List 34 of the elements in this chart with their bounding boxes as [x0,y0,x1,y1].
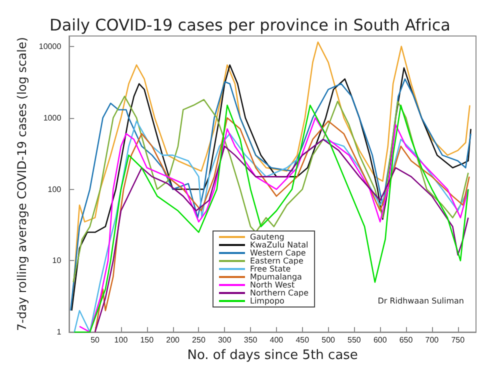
line-series [72,96,469,283]
y-tick-label: 1 [56,328,62,337]
x-tick-label: 100 [114,336,128,345]
y-tick-label: 1000 [43,113,62,122]
legend-label: KwaZulu Natal [250,240,308,250]
x-tick-label: 400 [270,336,284,345]
x-tick-label: 50 [90,336,100,345]
legend-label: Mpumalanga [250,272,302,282]
x-tick-label: 350 [244,336,258,345]
legend-label: Northern Cape [250,288,309,298]
x-tick-label: 500 [322,336,336,345]
x-tick-label: 550 [348,336,362,345]
x-tick-label: 700 [425,336,440,345]
x-tick-label: 300 [218,336,232,345]
legend-label: Limpopo [250,296,285,306]
legend-label: North West [250,280,295,290]
x-tick-label: 200 [166,336,180,345]
legend-label: Gauteng [250,232,284,242]
y-tick-label: 10 [52,256,62,266]
y-tick-label: 100 [48,184,62,194]
annotation: Dr Ridhwaan Suliman [378,296,464,306]
y-tick-label: 10000 [38,42,62,51]
y-axis-title: 7-day rolling average COVID-19 cases (log scale) [15,37,29,332]
legend-label: Free State [250,264,291,274]
x-tick-label: 650 [399,336,414,345]
legend-label: Eastern Cape [250,256,304,266]
x-axis-title: No. of days since 5th case [187,348,358,363]
legend-label: Western Cape [250,248,306,258]
x-tick-label: 600 [373,336,388,345]
x-tick-label: 150 [140,336,154,345]
x-tick-label: 750 [451,336,466,345]
x-tick-label: 450 [296,336,310,345]
x-tick-label: 250 [192,336,206,345]
chart-title: Daily COVID-19 cases per province in South Africa [50,16,450,34]
